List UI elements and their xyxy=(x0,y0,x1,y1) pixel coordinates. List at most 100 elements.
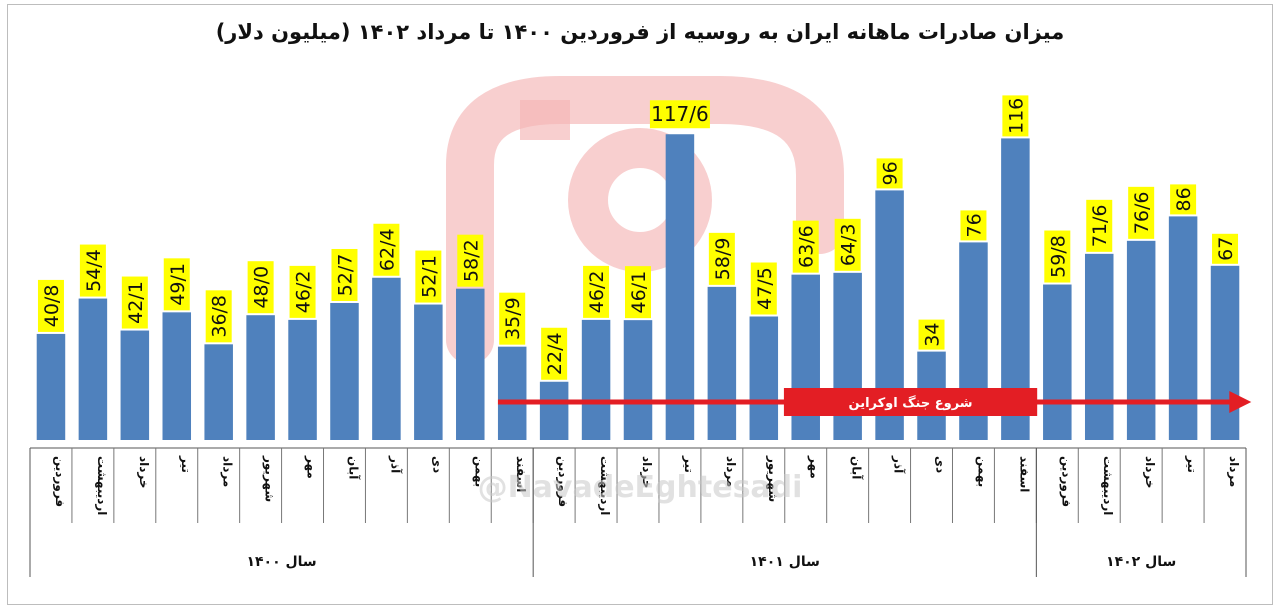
bar xyxy=(1210,265,1240,440)
data-label-box xyxy=(205,290,232,343)
bar xyxy=(1084,253,1114,440)
data-label-box xyxy=(415,250,442,303)
bar xyxy=(1043,284,1072,440)
data-label-box xyxy=(750,262,777,315)
data-label-box xyxy=(499,292,526,345)
data-label-box xyxy=(541,327,568,380)
data-label-box xyxy=(457,234,484,287)
data-label-box xyxy=(918,319,945,350)
bar xyxy=(497,346,527,440)
data-label: 71/6 xyxy=(1089,205,1111,248)
data-label-box xyxy=(583,265,610,318)
category-label: تیر xyxy=(682,455,696,473)
data-label: 64/3 xyxy=(838,223,860,266)
year-group-label: سال ۱۴۰۱ xyxy=(750,554,820,570)
data-label-box xyxy=(79,244,106,297)
data-label: 59/8 xyxy=(1047,235,1069,278)
data-label: 49/1 xyxy=(167,263,189,306)
data-label: 76 xyxy=(963,213,985,237)
data-label-box xyxy=(373,223,400,276)
data-label: 54/4 xyxy=(83,249,105,292)
bar xyxy=(288,319,317,440)
data-label: 52/7 xyxy=(334,254,356,297)
data-label: 46/2 xyxy=(293,271,315,314)
data-label: 117/6 xyxy=(651,102,709,126)
data-label: 116 xyxy=(1005,98,1027,134)
bar xyxy=(1168,216,1198,440)
data-label-box xyxy=(1044,230,1071,283)
bar xyxy=(330,302,359,440)
category-label: مرداد xyxy=(724,456,738,487)
data-label: 46/2 xyxy=(586,271,608,314)
category-label: اردیبهشت xyxy=(1101,456,1115,515)
bar xyxy=(78,298,108,440)
annotation-box xyxy=(783,388,1038,416)
data-label: 40/8 xyxy=(41,285,63,328)
data-label-box xyxy=(331,248,358,301)
category-label: مرداد xyxy=(1227,456,1241,487)
category-label: آبان xyxy=(346,456,361,480)
bar xyxy=(1126,240,1156,440)
bar xyxy=(204,344,233,440)
data-label: 22/4 xyxy=(544,332,566,375)
data-label-box xyxy=(163,258,190,311)
category-label: تیر xyxy=(179,455,193,473)
arrow-head-icon xyxy=(1229,391,1252,413)
category-label: خرداد xyxy=(640,456,654,489)
data-label-box xyxy=(792,220,819,273)
category-label: آذر xyxy=(892,455,907,474)
data-label-box xyxy=(37,279,64,332)
data-label: 36/8 xyxy=(209,295,231,338)
data-label: 76/6 xyxy=(1131,192,1153,235)
annotation-label: شروع جنگ اوکراین xyxy=(849,395,973,411)
data-label: 58/9 xyxy=(712,238,734,281)
bar xyxy=(414,304,443,440)
category-label: شهریور xyxy=(262,455,277,502)
watermark-handle: @NavadeEghtesadi xyxy=(477,470,803,505)
data-label: 86 xyxy=(1173,187,1195,211)
data-label: 48/0 xyxy=(251,266,273,309)
data-label: 34 xyxy=(922,323,944,347)
bar xyxy=(707,286,737,440)
category-label: آذر xyxy=(388,455,403,474)
data-label-box xyxy=(1128,186,1155,239)
data-label-box xyxy=(960,210,987,241)
data-label-box xyxy=(1170,184,1197,215)
data-label-box xyxy=(121,276,148,329)
bar xyxy=(581,319,611,440)
data-label: 58/2 xyxy=(460,239,482,282)
category-label: فروردین xyxy=(1058,456,1073,507)
category-label: اردیبهشت xyxy=(95,456,109,515)
data-label-box xyxy=(1086,199,1113,252)
data-label: 67 xyxy=(1215,237,1237,261)
category-label: آبان xyxy=(850,456,865,480)
data-label: 35/9 xyxy=(502,297,524,340)
data-label-box xyxy=(247,261,274,314)
watermark-logo-icon xyxy=(446,76,844,364)
category-label: شهریور xyxy=(765,455,780,502)
bar xyxy=(749,316,779,440)
data-label-box xyxy=(289,265,316,318)
bar xyxy=(456,288,485,440)
data-label-box xyxy=(708,232,735,285)
category-label: اردیبهشت xyxy=(598,456,612,515)
bar xyxy=(246,315,275,440)
data-label: 47/5 xyxy=(754,267,776,310)
year-group-label: سال ۱۴۰۰ xyxy=(246,554,316,570)
category-label: خرداد xyxy=(1143,456,1157,489)
category-label: خرداد xyxy=(137,456,151,489)
category-label: فروردین xyxy=(52,456,67,507)
category-label: تیر xyxy=(1185,455,1199,473)
bar xyxy=(539,381,569,440)
data-label: 62/4 xyxy=(376,228,398,271)
data-label-box xyxy=(625,266,651,319)
category-label: اسفند xyxy=(514,456,528,492)
bar xyxy=(623,320,653,440)
bar xyxy=(372,277,401,440)
watermark-logo-dot-icon xyxy=(520,100,570,140)
category-label: دی xyxy=(430,456,444,473)
data-label-box xyxy=(834,218,861,271)
category-label: مهر xyxy=(808,455,822,479)
data-label-box xyxy=(1212,233,1239,264)
